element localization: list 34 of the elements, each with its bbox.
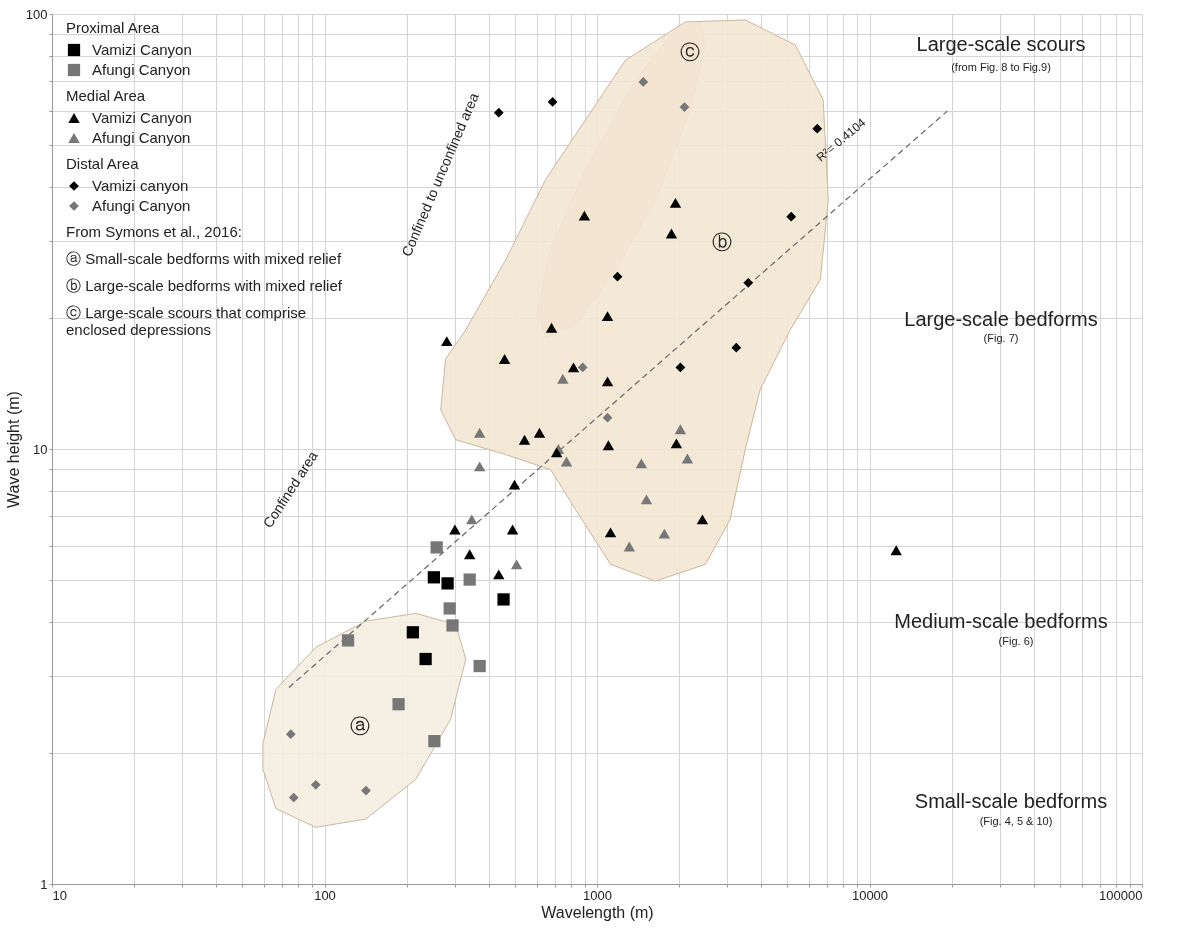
x-tick-label: 100: [314, 887, 336, 903]
annotation: ⓑ: [712, 231, 732, 253]
annotation: ⓐ Small-scale bedforms with mixed relief: [66, 250, 342, 267]
legend-label: Afungi Canyon: [92, 197, 191, 214]
annotation: (Fig. 7): [983, 332, 1019, 344]
x-axis-title: Wavelength (m): [541, 903, 654, 921]
annotation: ⓑ Large-scale bedforms with mixed relief: [66, 277, 343, 294]
legend-label: Vamizi Canyon: [92, 109, 192, 126]
annotation: Large-scale scours: [916, 33, 1086, 55]
x-tick-label: 1000: [583, 887, 612, 903]
annotation: ⓐ: [350, 715, 370, 737]
annotation: Proximal Area: [66, 19, 161, 36]
legend-label: Afungi Canyon: [92, 61, 191, 78]
legend-label: Vamizi Canyon: [92, 41, 192, 58]
annotation: (from Fig. 8 to Fig.9): [951, 61, 1051, 73]
annotation: Medial Area: [66, 87, 146, 104]
y-tick-label: 100: [25, 6, 48, 22]
annotation: Large-scale bedforms: [904, 308, 1098, 330]
annotation: Distal Area: [66, 155, 140, 172]
y-tick-label: 1: [40, 876, 48, 892]
annotation: ⓒ: [680, 41, 700, 63]
y-axis-title: Wave height (m): [4, 391, 22, 508]
y-tick-label: 10: [33, 441, 48, 457]
annotation: ⓒ Large-scale scours that comprise enclosed depressions: [66, 304, 307, 338]
annotation: From Symons et al., 2016:: [66, 223, 242, 240]
annotation: (Fig. 4, 5 & 10): [979, 815, 1053, 827]
x-tick-label: 100000: [1099, 887, 1143, 903]
annotation: Small-scale bedforms: [914, 790, 1108, 812]
legend-label: Afungi Canyon: [92, 129, 191, 146]
x-tick-label: 10: [52, 887, 67, 903]
annotation: Medium-scale bedforms: [894, 610, 1108, 632]
legend-label: Vamizi canyon: [92, 177, 189, 194]
x-tick-label: 10000: [851, 887, 889, 903]
annotation: (Fig. 6): [998, 635, 1034, 647]
